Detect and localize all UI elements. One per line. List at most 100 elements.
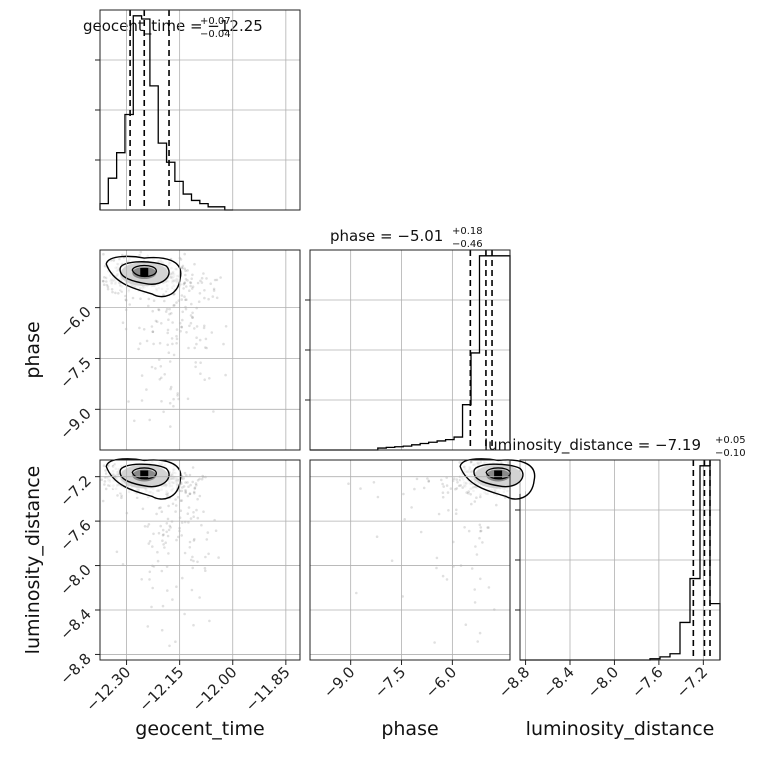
scatter-point <box>138 326 141 330</box>
scatter-point <box>121 253 124 257</box>
scatter-point <box>390 559 394 562</box>
scatter-point <box>175 337 179 341</box>
scatter-point <box>127 400 130 403</box>
scatter-point <box>195 336 198 340</box>
scatter-point <box>161 539 164 542</box>
scatter-point <box>191 466 195 469</box>
scatter-point <box>186 269 189 272</box>
xtick-label-geocent_time-2: −12.00 <box>189 663 241 715</box>
scatter-point <box>111 290 114 294</box>
scatter-point <box>375 535 379 538</box>
scatter-point <box>176 495 180 499</box>
scatter-point <box>464 623 468 626</box>
scatter-point <box>198 477 201 481</box>
scatter-point <box>192 559 195 563</box>
xtick-label-luminosity_distance-4: −7.2 <box>673 663 711 701</box>
scatter-point <box>441 491 445 495</box>
scatter-point <box>188 540 192 544</box>
scatter-point <box>202 510 205 513</box>
contour-outer-luminosity_distance_vs_phase <box>459 458 536 500</box>
scatter-point <box>401 595 405 598</box>
scatter-point <box>190 588 194 592</box>
scatter-point <box>140 578 143 581</box>
scatter-point <box>193 537 196 541</box>
scatter-point <box>150 605 153 609</box>
scatter-point <box>139 297 142 301</box>
scatter-point <box>487 526 490 529</box>
scatter-point <box>172 304 175 307</box>
scatter-point <box>376 495 380 499</box>
scatter-point <box>166 517 170 521</box>
scatter-point <box>184 298 187 302</box>
scatter-point <box>154 319 158 323</box>
scatter-point <box>195 306 198 310</box>
scatter-point <box>102 280 105 283</box>
scatter-point <box>193 327 196 330</box>
scatter-point <box>196 479 200 482</box>
title-geocent-time-plus: +0.07 <box>200 16 231 27</box>
scatter-point <box>103 480 107 483</box>
scatter-point <box>442 485 446 488</box>
scatter-point <box>173 292 176 296</box>
scatter-point <box>165 530 168 534</box>
scatter-point <box>104 469 107 472</box>
scatter-point <box>170 337 174 340</box>
scatter-point <box>441 574 445 578</box>
scatter-point <box>154 367 157 370</box>
scatter-point <box>446 491 450 494</box>
scatter-point <box>147 523 151 526</box>
scatter-point <box>167 504 170 508</box>
scatter-point <box>189 558 193 562</box>
scatter-point <box>183 471 187 475</box>
scatter-point <box>459 484 463 487</box>
scatter-point <box>200 276 204 280</box>
scatter-point <box>372 481 376 484</box>
scatter-point <box>193 486 197 490</box>
scatter-point <box>427 480 431 483</box>
title-geocent-time-minus: −0.04 <box>200 29 231 40</box>
scatter-point <box>196 560 199 564</box>
scatter-point <box>182 485 186 488</box>
scatter-point <box>159 524 162 528</box>
scatter-point <box>167 528 171 532</box>
scatter-point <box>457 484 461 488</box>
scatter-point <box>183 282 186 285</box>
scatter-point <box>184 481 187 484</box>
scatter-point <box>180 534 183 537</box>
scatter-point <box>186 481 189 484</box>
xtick-label-geocent_time-3: −11.85 <box>242 663 294 715</box>
scatter-point <box>161 604 165 608</box>
scatter-point <box>174 640 177 643</box>
scatter-point <box>102 464 106 468</box>
scatter-point <box>495 503 498 507</box>
scatter-point <box>174 498 177 501</box>
scatter-point <box>166 589 169 592</box>
scatter-point <box>181 318 184 322</box>
scatter-point <box>169 385 173 389</box>
scatter-point <box>180 298 183 301</box>
hist-step-phase <box>310 255 511 451</box>
scatter-point <box>410 506 413 509</box>
scatter-point <box>470 567 474 570</box>
scatter-point <box>475 553 479 556</box>
scatter-point <box>204 569 207 572</box>
scatter-point <box>200 523 203 527</box>
scatter-point <box>476 640 480 643</box>
scatter-point <box>187 506 191 509</box>
scatter-point <box>156 550 159 554</box>
scatter-point <box>195 325 199 328</box>
xtick-label-luminosity_distance-0: −8.8 <box>495 663 533 701</box>
contour-inner-phase_vs_geocent_time <box>131 264 157 278</box>
scatter-point <box>164 310 168 313</box>
scatter-point <box>196 281 200 285</box>
scatter-point <box>162 293 165 297</box>
scatter-point <box>224 325 228 328</box>
scatter-point <box>189 517 193 520</box>
xticks-phase: −9.0 −7.5 −6.0 <box>320 660 460 702</box>
scatter-point <box>160 569 164 573</box>
scatter-point <box>184 277 188 281</box>
frame-phase <box>309 249 511 451</box>
scatter-point <box>148 540 152 543</box>
scatter-point <box>473 588 477 591</box>
density-peak-luminosity_distance_vs_phase <box>494 470 503 479</box>
